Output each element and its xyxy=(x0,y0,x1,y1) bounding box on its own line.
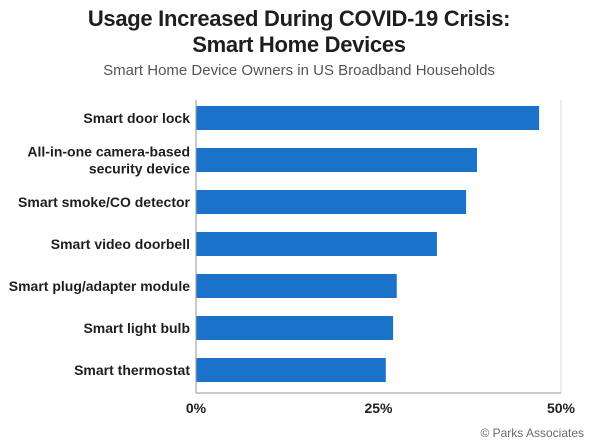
bar xyxy=(196,106,540,130)
x-tick-label: 0% xyxy=(186,400,207,416)
source-credit: © Parks Associates xyxy=(480,426,584,440)
x-tick-label: 25% xyxy=(364,400,393,416)
category-label: Smart door lock xyxy=(83,110,190,126)
bar xyxy=(196,358,386,382)
chart-title-line-2: Smart Home Devices xyxy=(192,32,406,57)
bar xyxy=(196,190,467,214)
bar xyxy=(196,148,478,172)
chart-subtitle: Smart Home Device Owners in US Broadband… xyxy=(103,62,495,79)
category-label: security device xyxy=(89,161,190,177)
chart-title-line-1: Usage Increased During COVID-19 Crisis: xyxy=(87,6,511,31)
x-tick-label: 50% xyxy=(547,400,576,416)
category-label: Smart plug/adapter module xyxy=(9,278,190,294)
category-label: Smart smoke/CO detector xyxy=(18,194,190,210)
bar xyxy=(196,274,397,298)
category-label: Smart thermostat xyxy=(74,362,190,378)
category-label: Smart video doorbell xyxy=(51,236,190,252)
bar xyxy=(196,232,437,256)
category-label: Smart light bulb xyxy=(83,320,190,336)
bar xyxy=(196,316,394,340)
category-label: All-in-one camera-based xyxy=(27,144,190,160)
